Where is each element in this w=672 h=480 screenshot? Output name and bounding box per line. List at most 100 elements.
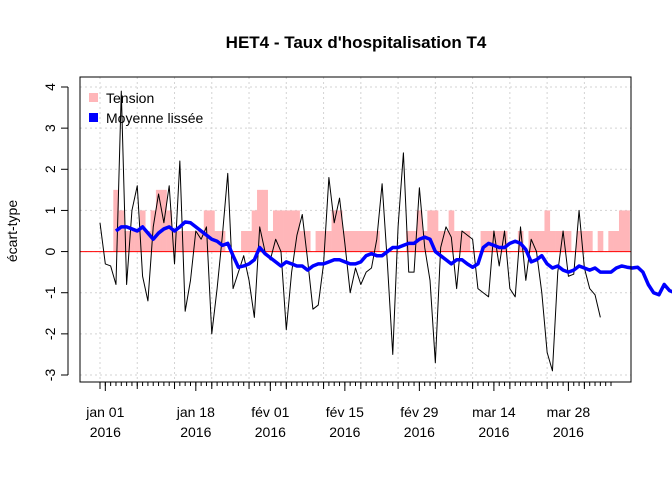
y-axis: -3 -2 -1 0 1 2 3 4 xyxy=(42,83,69,382)
x-tick-label: fév 29 xyxy=(400,404,438,420)
x-tick-year-label: 2016 xyxy=(478,424,509,440)
tension-bar xyxy=(134,231,141,252)
tension-bar xyxy=(198,231,205,252)
y-tick-label: -3 xyxy=(42,369,58,382)
x-tick-year-label: 2016 xyxy=(404,424,435,440)
tension-bar xyxy=(422,231,428,252)
tension-bar xyxy=(113,189,119,252)
legend-label-moyenne-lissee: Moyenne lissée xyxy=(106,110,203,126)
x-tick-year-label: 2016 xyxy=(329,424,360,440)
tension-bar xyxy=(299,231,306,252)
tension-bar xyxy=(139,210,146,252)
tension-bar xyxy=(331,210,338,252)
tension-bar xyxy=(485,231,492,252)
tension-bar xyxy=(166,210,173,252)
tension-bar xyxy=(358,231,364,252)
tension-bar xyxy=(480,231,487,252)
tension-bar xyxy=(533,231,540,252)
x-tick-label: mar 14 xyxy=(472,404,516,420)
x-tick-year-label: 2016 xyxy=(90,424,121,440)
tension-bar xyxy=(118,210,125,252)
legend-swatch-tension xyxy=(89,93,98,102)
legend-swatch-moyenne-lissee xyxy=(89,113,98,122)
moyenne-lissee-line xyxy=(114,220,672,297)
tension-bar xyxy=(251,210,258,252)
tension-bar xyxy=(443,231,449,252)
tension-bar xyxy=(539,231,545,252)
y-tick-label: 0 xyxy=(42,247,58,255)
tension-bar xyxy=(209,210,215,252)
tension-bar xyxy=(496,231,503,252)
tension-bar xyxy=(613,231,620,252)
tension-bar xyxy=(565,231,572,252)
tension-bar xyxy=(453,231,460,252)
tension-bar xyxy=(267,231,274,252)
tension-bar xyxy=(336,210,343,252)
tension-bar xyxy=(624,210,630,252)
tension-bar xyxy=(155,189,162,252)
series-lines xyxy=(99,90,672,372)
tension-bar xyxy=(374,231,380,252)
tension-bar xyxy=(219,231,226,252)
chart-title: HET4 - Taux d'hospitalisation T4 xyxy=(226,33,487,52)
taux-line xyxy=(99,90,601,372)
tension-bar xyxy=(262,189,268,252)
x-tick-label: jan 01 xyxy=(85,404,124,420)
tension-bar xyxy=(241,231,247,252)
legend: Tension Moyenne lissée xyxy=(89,90,203,126)
tension-bar xyxy=(278,210,284,252)
tension-bar xyxy=(283,210,290,252)
tension-bar xyxy=(326,231,332,252)
tension-bar xyxy=(438,231,444,252)
tension-bar xyxy=(352,231,359,252)
tension-bar xyxy=(597,231,604,252)
tension-bar xyxy=(608,231,614,252)
y-tick-label: 1 xyxy=(42,206,58,214)
tension-bar xyxy=(587,231,593,252)
y-tick-label: -2 xyxy=(42,327,58,340)
tension-bar xyxy=(448,210,455,252)
legend-label-tension: Tension xyxy=(106,90,154,106)
tension-bar xyxy=(427,210,433,252)
tension-bar xyxy=(459,231,465,252)
tension-bar xyxy=(288,210,295,252)
tension-bar xyxy=(432,210,439,252)
tension-bar xyxy=(347,231,354,252)
y-tick-label: 3 xyxy=(42,124,58,132)
tension-bar xyxy=(491,231,497,252)
tension-bar xyxy=(257,189,263,252)
tension-bar xyxy=(123,231,130,252)
tension-bar xyxy=(549,231,556,252)
tension-bar xyxy=(416,210,423,252)
x-tick-label: jan 18 xyxy=(176,404,215,420)
tension-bar xyxy=(560,231,567,252)
x-axis: jan 01 2016 jan 18 2016 fév 01 2016 fév 15 2016… xyxy=(85,381,612,440)
tension-bar xyxy=(145,231,151,252)
y-tick-label: 2 xyxy=(42,165,58,173)
x-tick-label: mar 28 xyxy=(547,404,591,420)
tension-bar xyxy=(304,231,311,252)
x-tick-year-label: 2016 xyxy=(180,424,211,440)
tension-bar xyxy=(618,210,625,252)
tension-bar xyxy=(406,231,412,252)
tension-bar xyxy=(246,231,253,252)
tension-bar xyxy=(555,231,561,252)
tension-bar xyxy=(363,231,370,252)
tension-bar xyxy=(517,231,524,252)
y-axis-label: écart-type xyxy=(4,200,20,262)
tension-bar xyxy=(272,210,279,252)
tension-bar xyxy=(193,231,199,252)
tension-bar xyxy=(177,231,183,252)
tension-bar xyxy=(187,231,194,252)
tension-bar xyxy=(501,231,508,252)
tension-bar xyxy=(544,210,551,252)
y-tick-label: 4 xyxy=(42,83,58,91)
y-tick-label: -1 xyxy=(42,286,58,299)
tension-bar xyxy=(464,231,471,252)
tension-bar xyxy=(171,231,178,252)
tension-bar xyxy=(182,231,189,252)
tension-bar xyxy=(320,231,327,252)
tension-bar xyxy=(576,231,583,252)
x-tick-year-label: 2016 xyxy=(553,424,584,440)
tension-bar xyxy=(581,231,588,252)
